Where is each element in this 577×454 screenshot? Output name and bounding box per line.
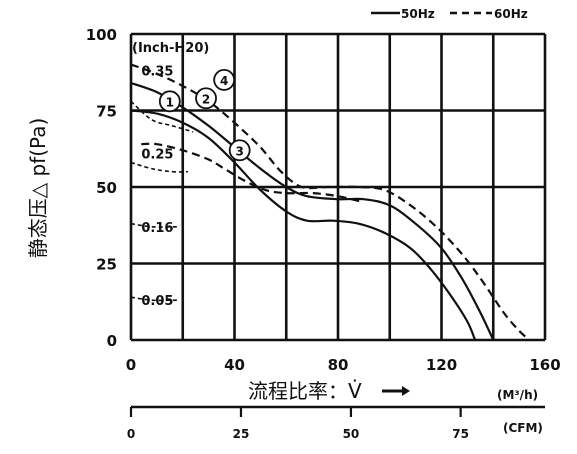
- fan-curve-4: [130, 63, 531, 341]
- x2-tick-label: 25: [233, 427, 250, 441]
- y-tick-labels: 0 25 50 75 100: [86, 26, 117, 350]
- y-axis-label: 静态压△ pf(Pa): [26, 118, 50, 259]
- curve-marker-circle: [158, 90, 181, 113]
- resistance-label: 0.16: [141, 221, 173, 236]
- resistance-curves: 0.35 0.25 0.16 0.05: [130, 65, 194, 309]
- resistance-curve: [130, 100, 194, 133]
- legend-label-50hz: 50Hz: [401, 7, 435, 21]
- curve-marker-circle: [195, 87, 217, 110]
- x-axis-unit: (M³/h): [497, 388, 538, 402]
- fan-curve-1: [130, 109, 477, 341]
- x2-axis-unit: (CFM): [503, 421, 543, 435]
- resistance-label: 0.05: [141, 294, 173, 309]
- x-axis-label: 流程比率：V̇: [248, 379, 362, 403]
- resistance-curve: [130, 222, 178, 228]
- resistance-label: 0.35: [141, 65, 173, 80]
- resistance-curve: [130, 296, 178, 302]
- y-tick-label: 100: [86, 26, 117, 44]
- fan-curve-3: [141, 142, 365, 204]
- curve-marker-label: 2: [202, 92, 210, 106]
- y-tick-label: 0: [107, 332, 117, 350]
- x-tick-label: 80: [328, 356, 349, 374]
- x2-tick-label: 50: [343, 427, 360, 441]
- curve-marker-circle: [213, 69, 236, 91]
- x2-tick-label: 75: [452, 427, 469, 441]
- x-tick-labels: 0 40 80 120 160: [126, 356, 561, 374]
- x2-tick-label: 0: [127, 427, 135, 441]
- legend-label-60hz: 60Hz: [494, 7, 528, 21]
- y-tick-label: 50: [96, 179, 117, 197]
- curve-marker-label: 3: [235, 144, 243, 158]
- fan-curve-2: [130, 81, 495, 341]
- secondary-x-axis: 0 25 50 75: [127, 405, 545, 441]
- fan-curves: [130, 63, 531, 341]
- y-tick-label: 75: [96, 103, 117, 121]
- resistance-title: (Inch-H20): [132, 41, 209, 56]
- x-axis-arrow-head: [402, 386, 410, 396]
- curve-markers: 1 24 3: [158, 69, 251, 162]
- resistance-label: 0.25: [141, 147, 173, 162]
- resistance-curve: [130, 161, 188, 173]
- x-tick-label: 120: [426, 356, 457, 374]
- curve-marker-label: 1: [166, 95, 174, 109]
- legend: 50Hz 60Hz: [371, 7, 528, 21]
- x-tick-label: 40: [224, 356, 245, 374]
- curve-marker-label: 4: [220, 74, 228, 88]
- x-tick-label: 160: [529, 356, 560, 374]
- curve-marker-circle: [228, 139, 251, 162]
- x-tick-label: 0: [126, 356, 136, 374]
- y-tick-label: 25: [96, 256, 117, 274]
